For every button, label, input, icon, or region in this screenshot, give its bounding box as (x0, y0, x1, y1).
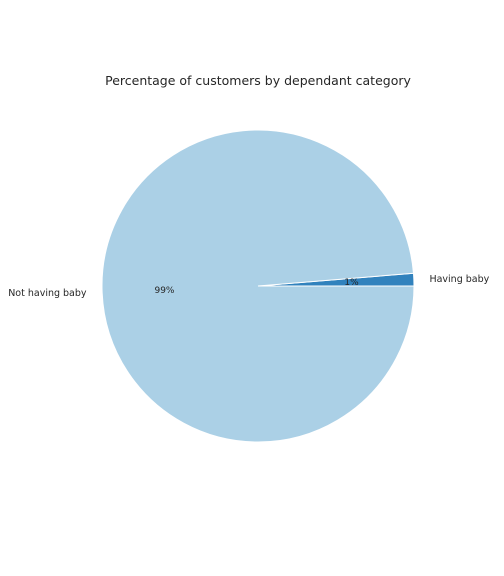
slice-label-not-having-baby: Not having baby (8, 288, 87, 299)
slice-label-having-baby: Having baby (429, 274, 489, 285)
slice-percent-not-having-baby: 99% (154, 286, 174, 296)
pie-slices (101, 129, 415, 443)
pie-slice-not-having-baby (101, 129, 415, 443)
chart-title: Percentage of customers by dependant cat… (105, 73, 411, 88)
slice-percent-having-baby: 1% (344, 278, 359, 288)
pie-labels: Having baby 1% Not having baby 99% (8, 274, 489, 299)
